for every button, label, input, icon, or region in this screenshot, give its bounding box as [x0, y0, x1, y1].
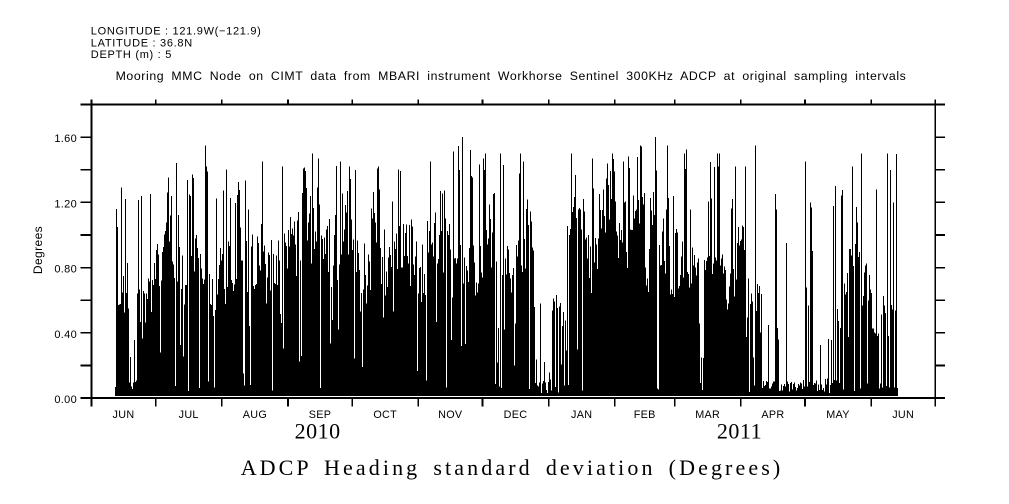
svg-text:AUG: AUG [243, 409, 267, 421]
svg-text:OCT: OCT [373, 409, 397, 421]
svg-text:LONGITUDE : 121.9W(−121.9): LONGITUDE : 121.9W(−121.9) [91, 26, 262, 38]
svg-text:JUN: JUN [113, 409, 135, 421]
svg-text:Degrees: Degrees [31, 226, 45, 274]
svg-text:APR: APR [761, 409, 784, 421]
svg-text:NOV: NOV [438, 409, 463, 421]
svg-text:FEB: FEB [634, 409, 656, 421]
svg-text:JAN: JAN [571, 409, 592, 421]
svg-text:JUN: JUN [892, 409, 914, 421]
svg-text:Mooring MMC Node on CIMT data: Mooring MMC Node on CIMT data from MBARI… [116, 69, 907, 83]
svg-text:SEP: SEP [309, 409, 332, 421]
svg-text:MAY: MAY [826, 409, 850, 421]
svg-text:2011: 2011 [717, 419, 762, 444]
svg-text:0.00: 0.00 [54, 394, 77, 406]
svg-text:1.20: 1.20 [54, 198, 77, 210]
svg-text:2010: 2010 [295, 419, 341, 444]
svg-text:DEPTH (m) : 5: DEPTH (m) : 5 [91, 49, 172, 61]
svg-text:0.80: 0.80 [54, 264, 77, 276]
svg-text:ADCP Heading standard deviatio: ADCP Heading standard deviation (Degrees… [241, 455, 784, 480]
svg-text:0.40: 0.40 [54, 329, 77, 341]
svg-text:JUL: JUL [179, 409, 199, 421]
svg-text:LATITUDE : 36.8N: LATITUDE : 36.8N [91, 37, 193, 49]
svg-text:DEC: DEC [504, 409, 528, 421]
svg-text:1.60: 1.60 [54, 133, 77, 145]
svg-text:MAR: MAR [695, 409, 720, 421]
